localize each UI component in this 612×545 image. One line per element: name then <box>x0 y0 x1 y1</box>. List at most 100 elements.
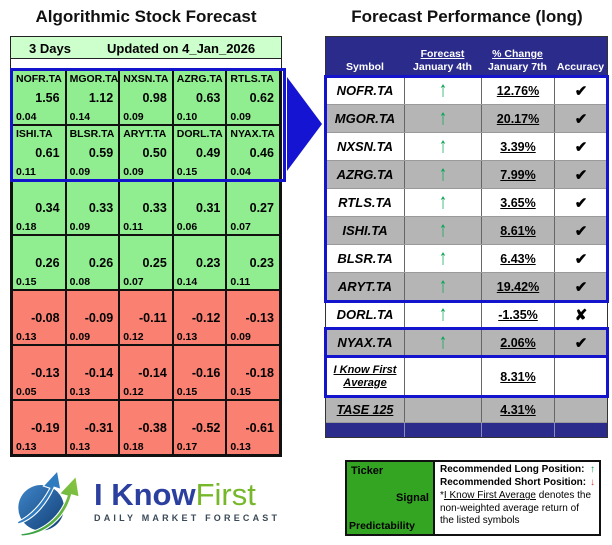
signal-value: 1.12 <box>88 90 114 105</box>
predictability-value: 0.15 <box>230 386 251 398</box>
ticker-label: MGOR.TA <box>69 73 119 85</box>
col-change: % Change January 7th <box>488 48 547 73</box>
forecast-cell: NYAX.TA 0.46 0.04 <box>226 125 280 180</box>
up-arrow-icon: ↑ <box>439 134 447 158</box>
check-icon: ✔ <box>574 82 588 100</box>
predictability-value: 0.12 <box>123 331 144 343</box>
signal-value: 0.63 <box>196 90 221 105</box>
performance-table-footer <box>326 423 607 437</box>
predictability-value: 0.09 <box>69 221 91 233</box>
predictability-value: 0.15 <box>176 386 198 398</box>
predictability-value: 0.13 <box>176 331 198 343</box>
forecast-cell: ISHI.TA 0.61 0.11 <box>12 125 66 180</box>
change-cell: 19.42% <box>481 273 554 300</box>
summary-label: TASE 125 <box>336 402 394 417</box>
change-value: 3.39% <box>500 139 536 154</box>
forecast-grid-row: -0.19 0.13 -0.31 0.13 -0.38 0.18 -0.52 0.17 -0.6… <box>12 400 280 455</box>
predictability-value: 0.07 <box>123 276 144 288</box>
signal-value: -0.08 <box>31 310 60 325</box>
forecast-cell: 0.23 0.11 <box>226 235 280 290</box>
predictability-value: 0.10 <box>176 111 198 123</box>
forecast-grid-row: ISHI.TA 0.61 0.11 BLSR.TA 0.59 0.09 ARYT.TA 0.5… <box>12 125 280 180</box>
legend-notes: Recommended Long Position: ↑ Recommended… <box>435 462 599 534</box>
symbol-cell: NOFR.TA <box>326 77 404 104</box>
up-arrow-icon: ↑ <box>439 78 447 102</box>
signal-value: 0.34 <box>35 200 60 215</box>
predictability-value: 0.12 <box>123 386 144 398</box>
forecast-cell: -0.52 0.17 <box>172 400 227 455</box>
signal-value: -0.14 <box>138 365 167 380</box>
forecast-cell: ↑ <box>404 273 481 300</box>
signal-value: 0.23 <box>196 255 221 270</box>
predictability-value: 0.13 <box>16 441 37 453</box>
performance-rows: NOFR.TA ↑ 12.76% ✔ MGOR.TA ↑ 20.17% ✔ NXSN.TA ↑ 3.… <box>326 77 607 423</box>
iknowfirst-logo: I KnowFirst DAILY MARKET FORECAST <box>14 460 280 541</box>
summary-label-cell: TASE 125 <box>326 397 404 422</box>
legend-ticker-label: Ticker <box>351 465 384 477</box>
performance-table: Symbol Forecast January 4th % Change Jan… <box>324 36 609 438</box>
change-cell: 12.76% <box>481 77 554 104</box>
signal-value: -0.11 <box>138 310 167 325</box>
ticker-label: NXSN.TA <box>123 73 169 85</box>
forecast-cell: AZRG.TA 0.63 0.10 <box>172 70 227 125</box>
accuracy-cell: ✔ <box>554 105 607 132</box>
change-value: 8.31% <box>500 369 536 384</box>
legend-predictability-label: Predictability <box>349 520 415 532</box>
check-icon: ✔ <box>574 138 588 156</box>
forecast-cell: -0.14 0.12 <box>119 345 173 400</box>
signal-value: -0.38 <box>138 420 167 435</box>
symbol-label: ISHI.TA <box>342 223 388 238</box>
forecast-cell: BLSR.TA 0.59 0.09 <box>65 125 120 180</box>
accuracy-cell: ✔ <box>554 245 607 272</box>
forecast-cell: 0.26 0.08 <box>65 235 120 290</box>
predictability-value: 0.13 <box>230 441 251 453</box>
performance-row: NXSN.TA ↑ 3.39% ✔ <box>326 133 607 161</box>
forecast-cell: ↑ <box>404 245 481 272</box>
signal-value: 0.31 <box>196 200 221 215</box>
forecast-cell: ↑ <box>404 217 481 244</box>
summary-label: I Know First Average <box>333 363 397 389</box>
symbol-label: RTLS.TA <box>338 195 392 210</box>
forecast-cell: -0.13 0.05 <box>12 345 66 400</box>
predictability-value: 0.11 <box>123 221 144 233</box>
check-icon: ✔ <box>574 278 588 296</box>
performance-row: ARYT.TA ↑ 19.42% ✔ <box>326 273 607 301</box>
change-value: 2.06% <box>500 335 536 350</box>
legend-signal-label: Signal <box>395 492 429 504</box>
forecast-cell: 0.26 0.15 <box>12 235 66 290</box>
up-arrow-icon: ↑ <box>439 330 447 354</box>
ticker-label: ARYT.TA <box>123 128 167 140</box>
up-arrow-icon: ↑ <box>439 274 447 298</box>
performance-row: ISHI.TA ↑ 8.61% ✔ <box>326 217 607 245</box>
signal-value: -0.14 <box>84 365 114 380</box>
ticker-label: AZRG.TA <box>176 73 223 85</box>
forecast-grid: NOFR.TA 1.56 0.04 MGOR.TA 1.12 0.14 NXSN.TA 0.9… <box>10 68 286 457</box>
signal-value: -0.12 <box>191 310 221 325</box>
right-arrow-icon <box>287 77 322 171</box>
spacer <box>10 59 282 68</box>
predictability-value: 0.09 <box>69 166 91 178</box>
forecast-cell: ↑ <box>404 189 481 216</box>
signal-value: 0.33 <box>142 200 167 215</box>
signal-value: -0.09 <box>84 310 114 325</box>
check-icon: ✔ <box>574 250 588 268</box>
accuracy-cell <box>554 397 607 422</box>
forecast-grid-row: 0.34 0.18 0.33 0.09 0.33 0.11 0.31 0.06 0.27 0.07 <box>12 180 280 235</box>
forecast-grid-row: -0.13 0.05 -0.14 0.13 -0.14 0.12 -0.16 0.15 -0.1… <box>12 345 280 400</box>
logo-icon <box>14 460 90 541</box>
change-cell: 8.31% <box>481 357 554 396</box>
ticker-label: ISHI.TA <box>16 128 53 140</box>
up-arrow-icon: ↑ <box>439 246 447 270</box>
symbol-label: ARYT.TA <box>337 279 393 294</box>
predictability-value: 0.13 <box>69 441 91 453</box>
change-value: -1.35% <box>498 307 538 322</box>
forecast-cell: 0.33 0.09 <box>65 180 120 235</box>
accuracy-cell: ✔ <box>554 329 607 356</box>
check-icon: ✔ <box>574 166 588 184</box>
legend-long-label: Recommended Long Position: <box>440 464 585 475</box>
col-accuracy: Accuracy <box>556 61 605 73</box>
forecast-cell: 0.34 0.18 <box>12 180 66 235</box>
signal-value: 0.61 <box>35 145 60 160</box>
performance-row: AZRG.TA ↑ 7.99% ✔ <box>326 161 607 189</box>
